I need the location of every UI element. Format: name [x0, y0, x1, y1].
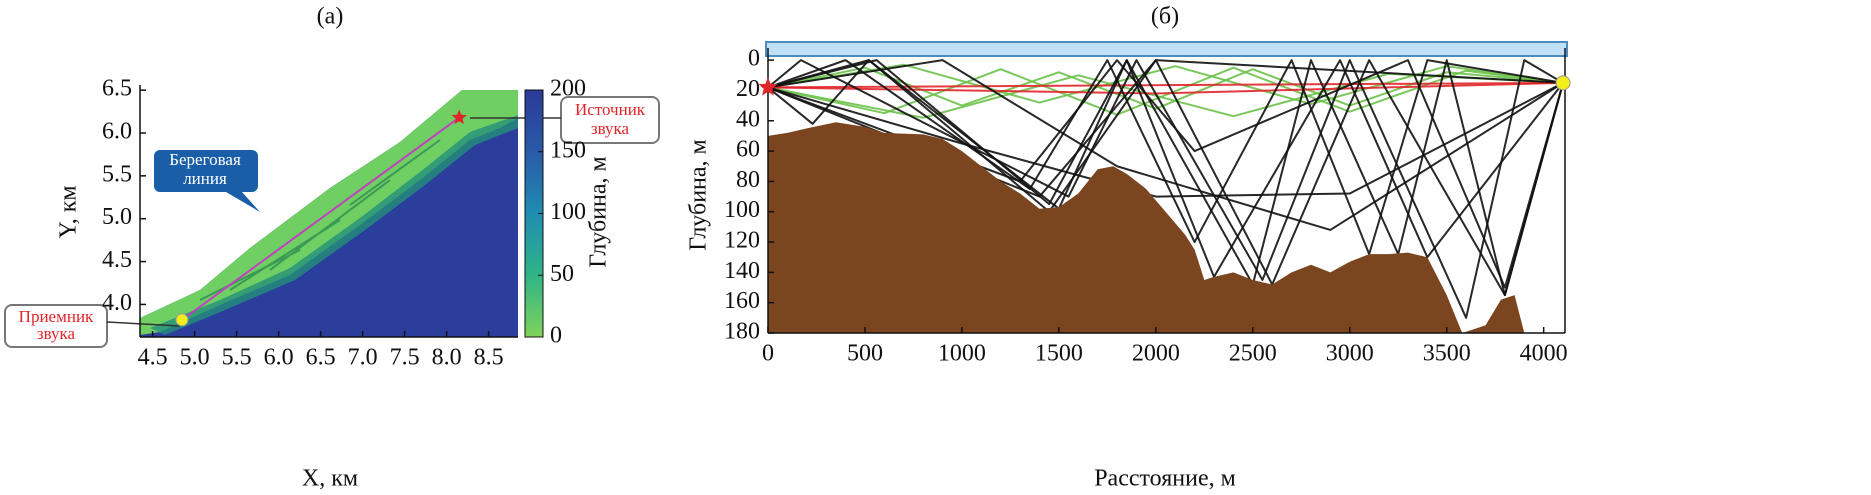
colorbar-tick-label: 100: [550, 199, 586, 225]
ray: [767, 59, 1565, 297]
shore-callout: [154, 150, 260, 212]
y-axis-label: Y, км: [56, 185, 82, 238]
propagation-path: [181, 116, 460, 321]
ray: [767, 59, 1564, 231]
x-tick-label: 6.0: [264, 345, 294, 371]
x-tick-label: 5.0: [180, 345, 210, 371]
ray: [767, 59, 1564, 256]
shore-label: Береговая: [169, 150, 241, 169]
sound-source: [758, 77, 778, 96]
x-tick-label: 2500: [1229, 341, 1277, 367]
shore-label: линия: [183, 169, 227, 188]
colorbar-tick-label: 0: [550, 323, 562, 349]
x-tick-label: 7.0: [348, 345, 378, 371]
sea-surface: [765, 41, 1568, 57]
ray: [767, 81, 1564, 198]
y-tick-label: 6.5: [102, 76, 132, 102]
x-tick-label: 2000: [1132, 341, 1180, 367]
colorbar-label: Глубина, м: [586, 156, 612, 267]
y-tick-label: 5.5: [102, 161, 132, 187]
y-axis-label: Глубина, м: [686, 139, 712, 250]
receiver-callout: [4, 304, 108, 348]
receiver-label: звука: [37, 324, 76, 343]
x-axis-label: X, км: [302, 466, 358, 492]
x-tick-label: 7.5: [390, 345, 420, 371]
y-tick-label: 40: [736, 106, 760, 132]
y-tick-label: 60: [736, 137, 760, 163]
ray: [767, 59, 1565, 289]
panel-title: (а): [317, 4, 344, 30]
x-tick-label: 8.0: [432, 345, 462, 371]
source-label: Источник: [575, 100, 646, 119]
y-tick-label: 100: [724, 197, 760, 223]
ray: [767, 63, 1564, 106]
x-tick-label: 3500: [1423, 341, 1471, 367]
y-tick-label: 180: [724, 319, 760, 345]
x-tick-label: 4000: [1520, 341, 1568, 367]
receiver-label: Приемник: [19, 307, 94, 326]
x-axis-label: Расстояние, м: [1094, 466, 1236, 492]
sound-receiver: [1555, 75, 1571, 91]
y-tick-label: 4.5: [102, 247, 132, 273]
x-tick-label: 6.5: [306, 345, 336, 371]
source-callout: [560, 96, 660, 144]
colorbar-tick-label: 50: [550, 261, 574, 287]
sound-source: [451, 109, 467, 124]
y-tick-label: 4.0: [102, 290, 132, 316]
seabed: [768, 122, 1525, 333]
source-label: звука: [591, 119, 630, 138]
x-tick-label: 500: [847, 341, 883, 367]
colorbar-tick-label: 150: [550, 137, 586, 163]
x-tick-label: 5.5: [222, 345, 252, 371]
x-tick-label: 1500: [1035, 341, 1083, 367]
colorbar-tick-label: 200: [550, 76, 586, 102]
ray: [767, 59, 1564, 319]
y-tick-label: 120: [724, 228, 760, 254]
receiver-pointer: [106, 321, 181, 327]
x-tick-label: 1000: [938, 341, 986, 367]
y-tick-label: 140: [724, 258, 760, 284]
y-tick-label: 160: [724, 288, 760, 314]
x-tick-label: 0: [762, 341, 774, 367]
y-tick-label: 6.0: [102, 119, 132, 145]
x-tick-label: 4.5: [138, 345, 168, 371]
panel-title: (б): [1151, 4, 1179, 30]
ray: [767, 59, 1565, 297]
y-tick-label: 20: [736, 76, 760, 102]
x-tick-label: 8.5: [474, 345, 504, 371]
y-tick-label: 5.0: [102, 204, 132, 230]
x-tick-label: 3000: [1326, 341, 1374, 367]
y-tick-label: 80: [736, 167, 760, 193]
y-tick-label: 0: [748, 46, 760, 72]
sound-receiver: [175, 313, 189, 327]
